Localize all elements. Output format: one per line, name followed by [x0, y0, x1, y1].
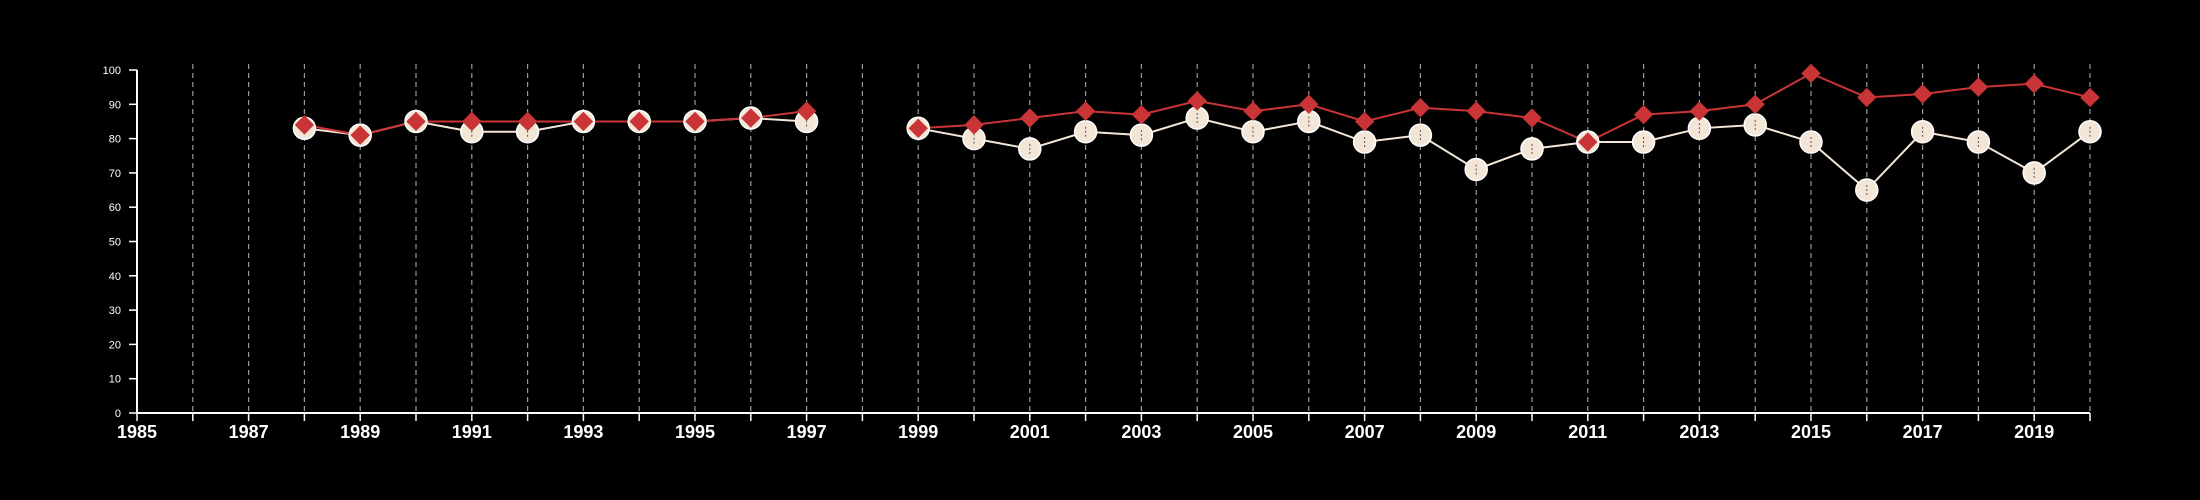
diamond-point — [1745, 94, 1765, 115]
x-tick-label: 2001 — [1010, 422, 1050, 442]
x-tick-label: 1985 — [117, 422, 157, 442]
diamond-point — [1578, 132, 1598, 152]
x-tick-label: 1987 — [229, 422, 269, 442]
x-tick-label: 1995 — [675, 422, 715, 442]
diamond-point — [1131, 104, 1152, 125]
y-tick-label: 80 — [109, 134, 121, 146]
diamond-point — [1354, 111, 1375, 132]
diamond-point — [2024, 74, 2044, 94]
y-tick-label: 40 — [109, 271, 121, 283]
diamond-point — [964, 115, 984, 135]
x-tick-label: 1993 — [563, 422, 603, 442]
diamond-point — [1633, 104, 1654, 125]
diamond-point — [741, 108, 761, 128]
x-tick-label: 1991 — [452, 422, 492, 442]
y-tick-label: 100 — [103, 65, 121, 77]
diamond-point — [629, 111, 649, 132]
diamond-point — [1299, 94, 1319, 115]
diamond-point — [462, 111, 482, 132]
diamond-point — [1689, 101, 1710, 121]
diamond-point — [1187, 91, 1207, 111]
x-tick-label: 2019 — [2014, 422, 2054, 442]
diamond-point — [1857, 87, 1877, 108]
x-tick-label: 2005 — [1233, 422, 1273, 442]
y-tick-label: 60 — [109, 202, 121, 214]
x-tick-label: 1999 — [898, 422, 938, 442]
y-tick-label: 0 — [115, 408, 121, 420]
x-tick-label: 2017 — [1903, 422, 1943, 442]
y-tick-label: 50 — [109, 237, 121, 249]
y-tick-label: 30 — [109, 305, 121, 317]
x-tick-label: 2015 — [1791, 422, 1831, 442]
diamond-point — [2080, 87, 2100, 108]
y-tick-label: 70 — [109, 168, 121, 180]
diamond-point — [1410, 98, 1431, 118]
diamond-point — [1020, 108, 1040, 128]
diamond-series-line — [304, 110, 807, 137]
diamond-point — [796, 101, 817, 121]
diamond-series-line — [918, 72, 2091, 144]
diamond-point — [908, 118, 928, 139]
diamond-point — [1968, 77, 1989, 97]
x-tick-label: 2007 — [1345, 422, 1385, 442]
x-tick-label: 1989 — [340, 422, 380, 442]
diamond-point — [573, 111, 594, 132]
diamond-point — [685, 111, 705, 132]
diamond-point — [1801, 63, 1821, 84]
diamond-point — [406, 111, 426, 132]
series-group — [292, 63, 2102, 202]
y-tick-label: 10 — [109, 374, 121, 386]
x-tick-label: 2013 — [1679, 422, 1719, 442]
x-tick-label: 2003 — [1121, 422, 1161, 442]
y-tick-label: 90 — [109, 99, 121, 111]
circle-series-line — [918, 116, 2091, 192]
diamond-point — [1243, 101, 1263, 121]
diamond-point — [517, 111, 538, 132]
x-tick-label: 2011 — [1568, 422, 1607, 442]
x-tick-label: 2009 — [1456, 422, 1496, 442]
y-tick-label: 20 — [109, 339, 121, 351]
axes: 0 10 20 30 40 50 60 70 80 90 100 1985 1987 1989 1991 19… — [103, 65, 2091, 442]
diamond-point — [1466, 101, 1486, 121]
diamond-point — [294, 115, 315, 135]
diamond-point — [1912, 84, 1933, 104]
diamond-point — [1522, 108, 1542, 128]
x-tick-label: 1997 — [787, 422, 827, 442]
diamond-point — [350, 125, 370, 145]
diamond-point — [1075, 101, 1096, 121]
